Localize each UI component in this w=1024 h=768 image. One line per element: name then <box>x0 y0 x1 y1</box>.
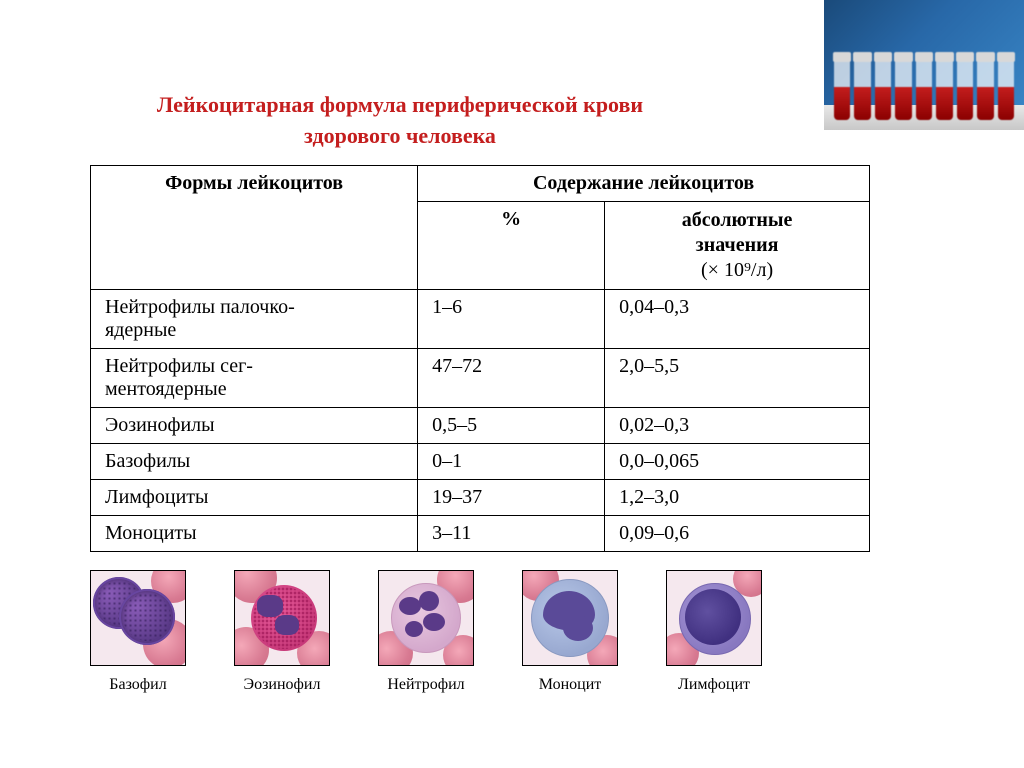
cell-percent: 0–1 <box>418 444 605 480</box>
basophil-label: Базофил <box>109 676 166 694</box>
table-header-row: Формы лейкоцитов Содержание лейкоцитов <box>91 166 870 202</box>
cell-abs: 0,09–0,6 <box>605 516 870 552</box>
cell-abs: 0,04–0,3 <box>605 290 870 349</box>
cell-name: Нейтрофилы палочко- ядерные <box>91 290 418 349</box>
cell-abs: 0,02–0,3 <box>605 408 870 444</box>
cell-neutrophil: Нейтрофил <box>378 570 474 694</box>
cell-basophil: Базофил <box>90 570 186 694</box>
lymphocyte-label: Лимфоцит <box>678 676 750 694</box>
leukocyte-table: Формы лейкоцитов Содержание лейкоцитов %… <box>90 165 870 552</box>
cell-monocyte: Моноцит <box>522 570 618 694</box>
table-row: Лимфоциты 19–37 1,2–3,0 <box>91 480 870 516</box>
cell-percent: 0,5–5 <box>418 408 605 444</box>
lymphocyte-image <box>666 570 762 666</box>
table-row: Нейтрофилы палочко- ядерные 1–6 0,04–0,3 <box>91 290 870 349</box>
cell-percent: 1–6 <box>418 290 605 349</box>
title-line-1: Лейкоцитарная формула периферической кро… <box>157 92 643 117</box>
table-row: Моноциты 3–11 0,09–0,6 <box>91 516 870 552</box>
table-row: Базофилы 0–1 0,0–0,065 <box>91 444 870 480</box>
subhead-absolute: абсолютные значения (× 10⁹/л) <box>605 202 870 290</box>
neutrophil-image <box>378 570 474 666</box>
cell-percent: 19–37 <box>418 480 605 516</box>
cell-percent: 3–11 <box>418 516 605 552</box>
cell-name: Моноциты <box>91 516 418 552</box>
eosinophil-label: Эозинофил <box>244 676 321 694</box>
cell-illustrations: Базофил Эозинофил Нейтрофил <box>90 570 762 694</box>
cell-abs: 0,0–0,065 <box>605 444 870 480</box>
cell-name: Нейтрофилы сег- ментоядерные <box>91 349 418 408</box>
cell-lymphocyte: Лимфоцит <box>666 570 762 694</box>
col-header-forms: Формы лейкоцитов <box>91 166 418 290</box>
table-row: Нейтрофилы сег- ментоядерные 47–72 2,0–5… <box>91 349 870 408</box>
cell-name: Лимфоциты <box>91 480 418 516</box>
cell-name: Эозинофилы <box>91 408 418 444</box>
subhead-percent: % <box>418 202 605 290</box>
monocyte-image <box>522 570 618 666</box>
decorative-corner-photo <box>824 0 1024 130</box>
neutrophil-label: Нейтрофил <box>387 676 464 694</box>
col-header-content: Содержание лейкоцитов <box>418 166 870 202</box>
title-line-2: здорового человека <box>304 123 496 148</box>
cell-abs: 2,0–5,5 <box>605 349 870 408</box>
table-row: Эозинофилы 0,5–5 0,02–0,3 <box>91 408 870 444</box>
monocyte-label: Моноцит <box>539 676 602 694</box>
data-table: Формы лейкоцитов Содержание лейкоцитов %… <box>90 165 870 552</box>
cell-abs: 1,2–3,0 <box>605 480 870 516</box>
cell-percent: 47–72 <box>418 349 605 408</box>
page-title: Лейкоцитарная формула периферической кро… <box>90 90 710 152</box>
cell-eosinophil: Эозинофил <box>234 570 330 694</box>
basophil-image <box>90 570 186 666</box>
eosinophil-image <box>234 570 330 666</box>
cell-name: Базофилы <box>91 444 418 480</box>
